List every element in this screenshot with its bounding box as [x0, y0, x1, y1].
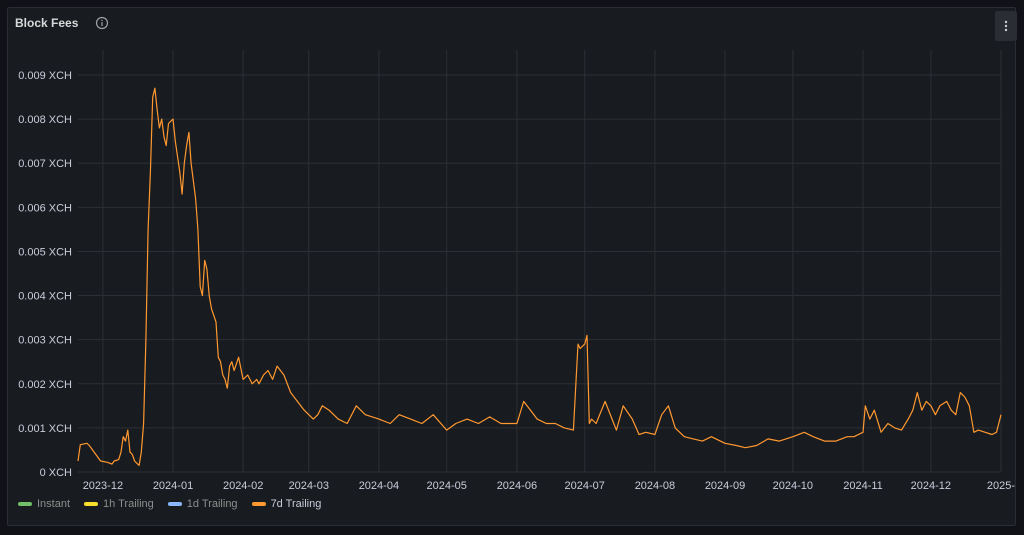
y-tick-label: 0.006 XCH: [18, 202, 72, 214]
x-tick-label: 2024-07: [565, 480, 605, 492]
x-tick-label: 2024-11: [843, 480, 883, 492]
x-tick-label: 2024-03: [289, 480, 329, 492]
x-tick-label: 2024-08: [635, 480, 675, 492]
panel-title: Block Fees: [15, 16, 79, 30]
x-tick-label: 2024-06: [497, 480, 537, 492]
y-tick-label: 0.009 XCH: [18, 70, 72, 82]
x-tick-label: 2023-12: [83, 480, 123, 492]
legend-swatch: [167, 502, 182, 506]
x-tick-label: 2024-09: [705, 480, 745, 492]
panel-menu-button[interactable]: [995, 11, 1017, 41]
legend-swatch: [84, 502, 99, 506]
series-line-7d-trailing[interactable]: [77, 87, 1002, 466]
chart-grid: [78, 50, 1002, 473]
y-tick-label: 0.003 XCH: [18, 335, 72, 347]
y-tick-label: 0.005 XCH: [18, 246, 72, 258]
x-tick-label: 2024-05: [427, 480, 467, 492]
y-tick-label: 0 XCH: [40, 467, 72, 479]
legend-item[interactable]: Instant: [18, 498, 70, 510]
x-tick-label: 2024-02: [223, 480, 263, 492]
legend-label: 1h Trailing: [103, 498, 154, 510]
y-tick-label: 0.001 XCH: [18, 423, 72, 435]
x-tick-label: 2024-04: [359, 480, 399, 492]
y-tick-label: 0.004 XCH: [18, 291, 72, 303]
x-axis-labels: 2023-12 2024-01 2024-02 2024-03 2024-04 2024-…: [83, 480, 1016, 492]
x-tick-label: 2025-: [987, 480, 1015, 492]
legend-label: Instant: [37, 498, 71, 510]
legend-item[interactable]: 7d Trailing: [251, 498, 322, 510]
vertical-ellipsis-icon: [1004, 20, 1008, 32]
info-icon[interactable]: [95, 16, 109, 30]
legend-label: 7d Trailing: [270, 498, 322, 510]
legend-item[interactable]: 1d Trailing: [167, 498, 238, 510]
x-tick-label: 2024-01: [153, 480, 193, 492]
chart-legend: Instant 1h Trailing 1d Trailing 7d Trailing: [18, 498, 321, 510]
legend-label: 1d Trailing: [186, 498, 238, 510]
y-tick-label: 0.008 XCH: [18, 114, 72, 126]
legend-swatch: [251, 502, 266, 506]
y-tick-label: 0.002 XCH: [18, 379, 72, 391]
y-axis-labels: 0 XCH 0.001 XCH 0.002 XCH 0.003 XCH 0.004 XC…: [18, 70, 72, 479]
y-tick-label: 0.007 XCH: [18, 158, 72, 170]
x-tick-label: 2024-12: [911, 480, 951, 492]
legend-swatch: [18, 502, 32, 506]
block-fees-panel: Block Fees: [7, 7, 1017, 526]
legend-item[interactable]: 1h Trailing: [84, 498, 154, 510]
x-tick-label: 2024-10: [773, 480, 813, 492]
chart-series: [77, 87, 1002, 466]
